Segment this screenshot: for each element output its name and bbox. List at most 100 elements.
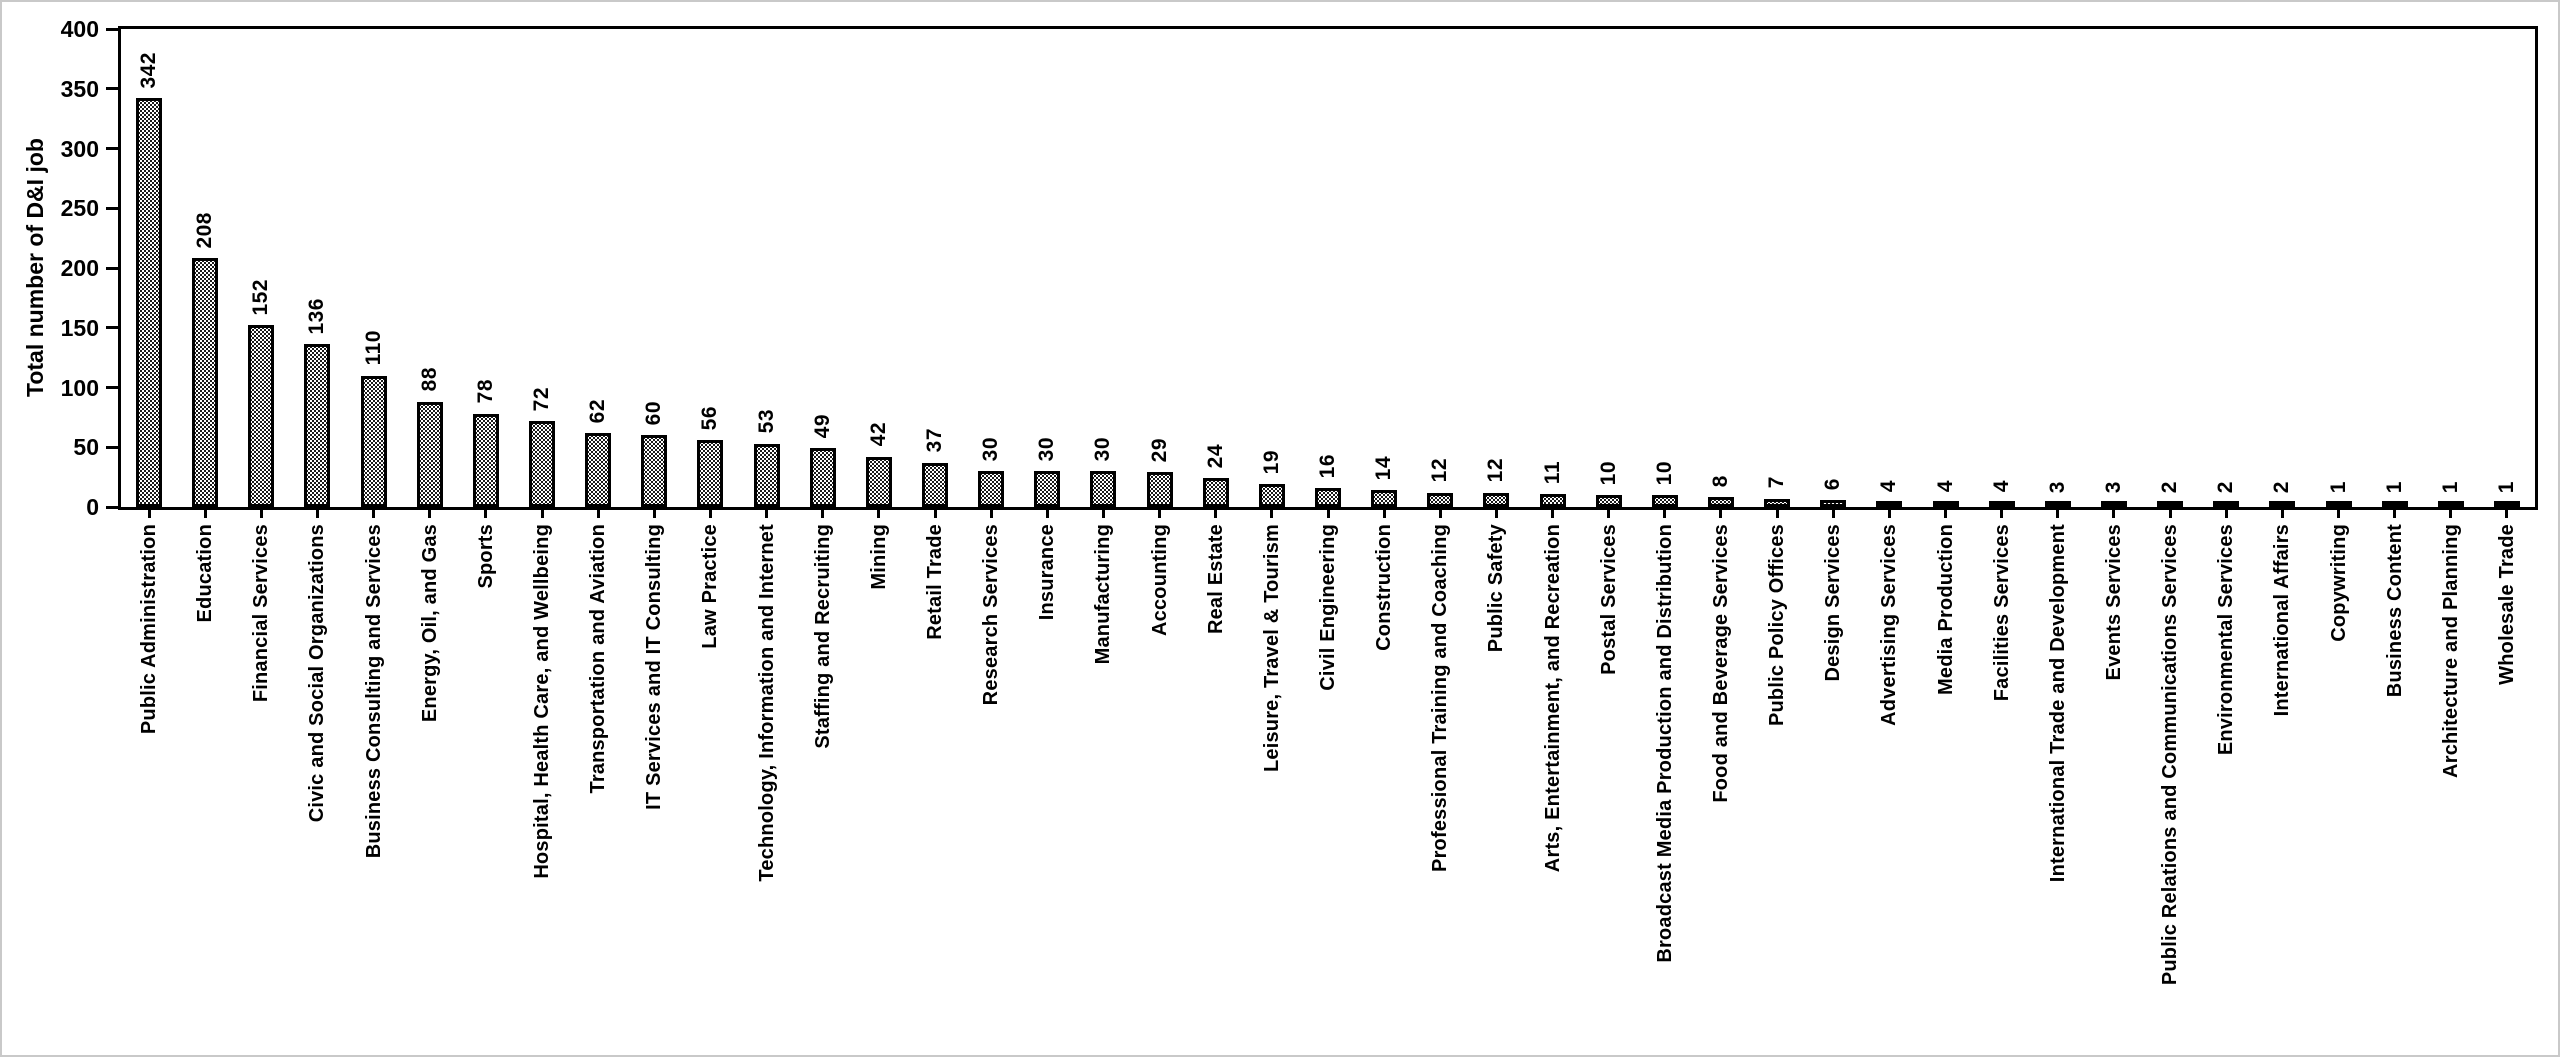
x-category-label: Arts, Entertainment, and Recreation (1541, 524, 1564, 873)
bar (1258, 484, 1285, 507)
x-category-label: Retail Trade (924, 524, 947, 640)
x-tick (708, 507, 712, 518)
bar-value-label: 4 (1989, 480, 2013, 493)
x-category-label: Professional Training and Coaching (1429, 524, 1452, 872)
bar-value-label: 56 (698, 405, 722, 431)
x-tick (2000, 507, 2004, 518)
x-tick (1101, 507, 1105, 518)
x-tick (2505, 507, 2509, 518)
bar-value-label: 72 (530, 386, 554, 411)
bar (1932, 501, 1959, 507)
x-category-label: Technology, Information and Internet (755, 524, 778, 882)
bar-value-label: 3 (2045, 480, 2069, 493)
x-category-label: Education (194, 524, 217, 623)
bar (1707, 497, 1734, 507)
bar-value-label: 30 (979, 436, 1003, 462)
bar (416, 401, 443, 507)
bar-value-label: 12 (1428, 458, 1452, 483)
bar (697, 440, 724, 507)
x-tick (2168, 507, 2172, 518)
bar-value-label: 208 (193, 211, 217, 249)
bar (472, 413, 499, 507)
x-tick (1158, 507, 1162, 518)
x-category-label: Architecture and Planning (2439, 524, 2462, 778)
x-tick (652, 507, 656, 518)
bar (865, 456, 892, 507)
x-category-label: Insurance (1036, 524, 1059, 621)
x-category-label: Manufacturing (1092, 524, 1115, 665)
bar-value-label: 16 (1316, 453, 1339, 478)
x-tick (1944, 507, 1948, 518)
x-category-label: Law Practice (699, 524, 722, 649)
bar-value-label: 29 (1147, 438, 1171, 463)
x-category-label: Public Policy Offices (1766, 524, 1789, 727)
x-category-label: Wholesale Trade (2495, 524, 2518, 685)
y-tick-label: 0 (86, 494, 99, 520)
x-category-label: Financial Services (250, 524, 273, 703)
bar (304, 344, 331, 507)
x-tick (1663, 507, 1667, 518)
x-tick (596, 507, 600, 518)
y-tick (106, 147, 118, 150)
x-category-label: Civic and Social Organizations (306, 524, 329, 823)
x-tick (1438, 507, 1442, 518)
x-category-label: Media Production (1934, 524, 1957, 695)
bar (1764, 498, 1791, 507)
x-tick (1831, 507, 1835, 518)
x-tick (1887, 507, 1891, 518)
y-tick (106, 505, 118, 509)
x-category-label: Mining (867, 524, 890, 590)
y-tick (106, 326, 118, 330)
bar-value-label: 152 (249, 278, 273, 316)
x-category-label: Environmental Services (2215, 524, 2238, 756)
x-category-label: IT Services and IT Consulting (643, 524, 666, 810)
x-tick (2280, 507, 2284, 518)
x-tick (1607, 507, 1611, 518)
bar (2100, 501, 2127, 507)
bar-value-label: 60 (642, 400, 666, 426)
x-category-label: Research Services (980, 524, 1003, 706)
x-category-label: Facilities Services (1990, 524, 2013, 702)
bar (1034, 471, 1061, 507)
y-tick-label: 400 (60, 16, 99, 42)
bar-value-label: 2 (2158, 480, 2182, 493)
x-tick (540, 507, 544, 518)
y-tick-label: 300 (60, 135, 99, 162)
y-tick (106, 206, 118, 210)
x-category-label: Sports (474, 524, 497, 589)
x-category-label: Events Services (2102, 524, 2125, 681)
x-category-label: Energy, Oil, and Gas (418, 524, 441, 723)
y-tick-label: 200 (60, 255, 99, 281)
y-tick (106, 445, 118, 449)
bar-value-label: 2 (2214, 480, 2238, 493)
bar (2437, 501, 2464, 507)
bar (1315, 487, 1341, 507)
bar (2269, 501, 2296, 507)
y-tick-label: 350 (60, 75, 99, 102)
bar-value-label: 110 (361, 330, 385, 366)
x-category-label: Real Estate (1204, 524, 1227, 635)
bar (1651, 495, 1678, 507)
y-tick-label: 100 (60, 374, 99, 401)
bar (809, 448, 836, 507)
x-category-label: Hospital, Health Care, and Wellbeing (531, 524, 554, 879)
bar (1371, 490, 1398, 507)
x-category-label: Advertising Services (1878, 524, 1901, 726)
x-tick (203, 507, 207, 518)
bar (753, 443, 780, 507)
bar (922, 462, 949, 507)
x-tick (315, 507, 319, 518)
y-tick (106, 266, 118, 270)
x-category-label: Civil Engineering (1317, 524, 1339, 691)
y-tick-label: 150 (60, 314, 99, 341)
bar (1483, 492, 1510, 507)
x-tick (2224, 507, 2228, 518)
x-tick (989, 507, 993, 518)
x-category-label: Staffing and Recruiting (811, 524, 834, 749)
x-category-label: Design Services (1822, 524, 1845, 682)
bar-value-label: 1 (2382, 480, 2406, 493)
bar-value-label: 88 (417, 367, 441, 392)
bar-value-label: 10 (1652, 460, 1676, 486)
bar (1988, 501, 2015, 507)
